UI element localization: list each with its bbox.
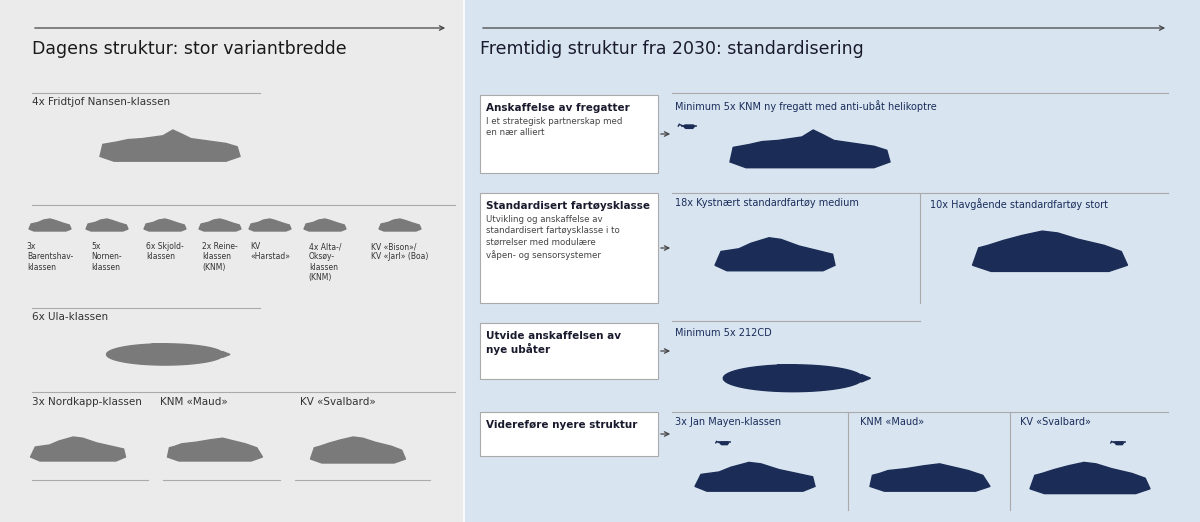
FancyBboxPatch shape: [480, 323, 658, 379]
Polygon shape: [724, 365, 863, 392]
Polygon shape: [30, 437, 126, 461]
Text: 6x Ula-klassen: 6x Ula-klassen: [32, 312, 108, 322]
Polygon shape: [972, 231, 1128, 271]
Polygon shape: [107, 344, 223, 365]
Text: 10x Havgående standardfartøy stort: 10x Havgående standardfartøy stort: [930, 198, 1108, 210]
Text: 4x Alta-/
Oksøy-
klassen
(KNM): 4x Alta-/ Oksøy- klassen (KNM): [308, 242, 341, 282]
Text: Minimum 5x KNM ny fregatt med anti-ubåt helikoptre: Minimum 5x KNM ny fregatt med anti-ubåt …: [674, 100, 937, 112]
Text: Fremtidig struktur fra 2030: standardisering: Fremtidig struktur fra 2030: standardise…: [480, 40, 864, 58]
Polygon shape: [86, 219, 128, 231]
Polygon shape: [720, 442, 728, 445]
Text: KV «Svalbard»: KV «Svalbard»: [1020, 417, 1091, 427]
Polygon shape: [1116, 442, 1123, 445]
Text: 3x Jan Mayen-klassen: 3x Jan Mayen-klassen: [674, 417, 781, 427]
Text: 6x Skjold-
klassen: 6x Skjold- klassen: [146, 242, 184, 262]
Polygon shape: [199, 219, 241, 231]
Text: 5x
Nornen-
klassen: 5x Nornen- klassen: [91, 242, 122, 272]
FancyBboxPatch shape: [480, 193, 658, 303]
FancyBboxPatch shape: [480, 412, 658, 456]
Text: I et strategisk partnerskap med
en nær alliert: I et strategisk partnerskap med en nær a…: [486, 117, 623, 137]
FancyBboxPatch shape: [480, 95, 658, 173]
Polygon shape: [304, 219, 346, 231]
Polygon shape: [168, 438, 263, 461]
Text: Dagens struktur: stor variantbredde: Dagens struktur: stor variantbredde: [32, 40, 347, 58]
Polygon shape: [29, 219, 71, 231]
Text: Videreføre nyere struktur: Videreføre nyere struktur: [486, 420, 637, 430]
Polygon shape: [222, 351, 230, 358]
Text: Utvide anskaffelsen av
nye ubåter: Utvide anskaffelsen av nye ubåter: [486, 331, 622, 355]
Text: KV «Bison»/
KV «Jarl» (Boa): KV «Bison»/ KV «Jarl» (Boa): [371, 242, 428, 262]
Text: 3x Nordkapp-klassen: 3x Nordkapp-klassen: [32, 397, 142, 407]
Polygon shape: [715, 238, 835, 271]
Text: 18x Kystnært standardfartøy medium: 18x Kystnært standardfartøy medium: [674, 198, 859, 208]
Bar: [466, 0, 1200, 522]
Bar: [0, 0, 462, 522]
Polygon shape: [250, 219, 292, 231]
Text: Standardisert fartøysklasse: Standardisert fartøysklasse: [486, 201, 650, 211]
Polygon shape: [100, 130, 240, 161]
Polygon shape: [379, 219, 421, 231]
Polygon shape: [150, 344, 168, 353]
Polygon shape: [862, 374, 870, 382]
Text: 2x Reine-
klassen
(KNM): 2x Reine- klassen (KNM): [202, 242, 238, 272]
Polygon shape: [1030, 462, 1150, 494]
Polygon shape: [730, 130, 890, 168]
Polygon shape: [774, 365, 796, 377]
Text: KV «Svalbard»: KV «Svalbard»: [300, 397, 376, 407]
Text: KNM «Maud»: KNM «Maud»: [860, 417, 924, 427]
Polygon shape: [684, 125, 695, 128]
Text: KNM «Maud»: KNM «Maud»: [160, 397, 228, 407]
Text: Anskaffelse av fregatter: Anskaffelse av fregatter: [486, 103, 630, 113]
Text: KV
«Harstad»: KV «Harstad»: [250, 242, 290, 262]
Polygon shape: [311, 437, 406, 463]
Polygon shape: [144, 219, 186, 231]
Text: Utvikling og anskaffelse av
standardisert fartøysklasse i to
størrelser med modu: Utvikling og anskaffelse av standardiser…: [486, 215, 619, 259]
Polygon shape: [695, 462, 815, 491]
Text: Minimum 5x 212CD: Minimum 5x 212CD: [674, 328, 772, 338]
Text: 4x Fridtjof Nansen-klassen: 4x Fridtjof Nansen-klassen: [32, 97, 170, 107]
Text: 3x
Barentshav-
klassen: 3x Barentshav- klassen: [26, 242, 73, 272]
Polygon shape: [870, 464, 990, 491]
